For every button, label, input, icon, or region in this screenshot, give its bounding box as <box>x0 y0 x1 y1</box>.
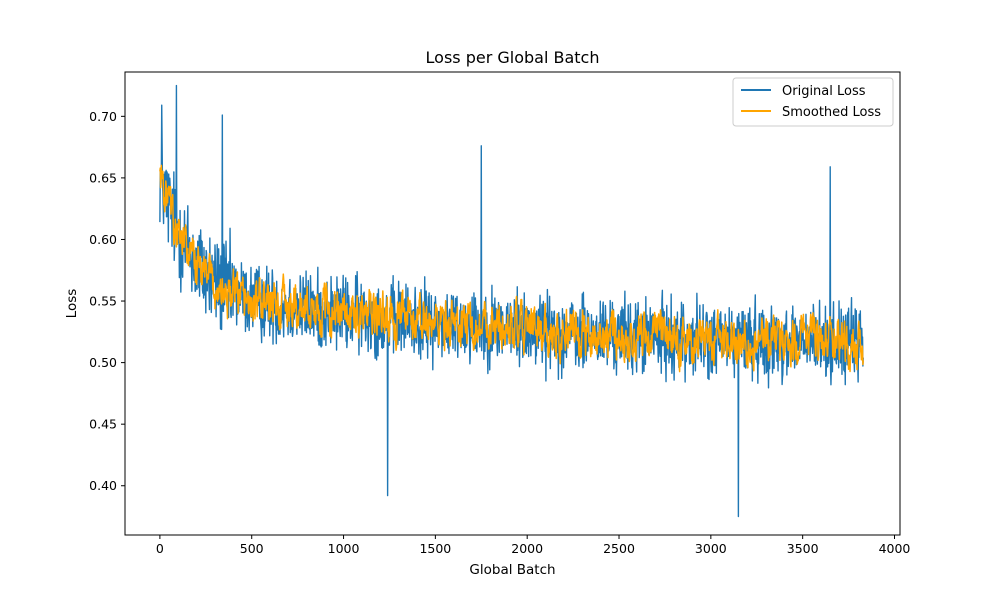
y-tick-label: 0.50 <box>89 355 117 370</box>
legend-label-original: Original Loss <box>782 84 866 99</box>
y-tick-label: 0.40 <box>89 478 117 493</box>
series-layer <box>159 84 865 518</box>
series-line-smoothed-loss <box>159 164 865 373</box>
y-tick-label: 0.45 <box>89 417 117 432</box>
y-tick-label: 0.70 <box>89 109 117 124</box>
x-tick-label: 4000 <box>879 541 911 556</box>
y-tick-label: 0.60 <box>89 232 117 247</box>
legend: Original Loss Smoothed Loss <box>732 77 894 127</box>
legend-label-smoothed: Smoothed Loss <box>782 105 881 120</box>
y-axis: 0.40 0.45 0.50 0.55 0.60 0.65 0.70 <box>89 109 125 493</box>
x-tick-label: 0 <box>156 541 164 556</box>
x-axis-title: Global Batch <box>469 562 555 578</box>
x-tick-label: 2500 <box>603 541 635 556</box>
x-tick-label: 2000 <box>511 541 543 556</box>
chart-title: Loss per Global Batch <box>426 48 600 67</box>
x-tick-label: 500 <box>240 541 264 556</box>
x-tick-label: 1500 <box>419 541 451 556</box>
plot-frame <box>124 71 901 536</box>
y-tick-label: 0.65 <box>89 170 117 185</box>
y-tick-label: 0.55 <box>89 294 117 309</box>
x-tick-label: 3500 <box>787 541 819 556</box>
x-axis: 0 500 1000 1500 2000 2500 3000 3500 4000 <box>156 535 911 556</box>
x-tick-label: 1000 <box>328 541 360 556</box>
legend-box <box>732 77 894 127</box>
y-axis-title: Loss <box>64 289 80 319</box>
x-tick-label: 3000 <box>695 541 727 556</box>
